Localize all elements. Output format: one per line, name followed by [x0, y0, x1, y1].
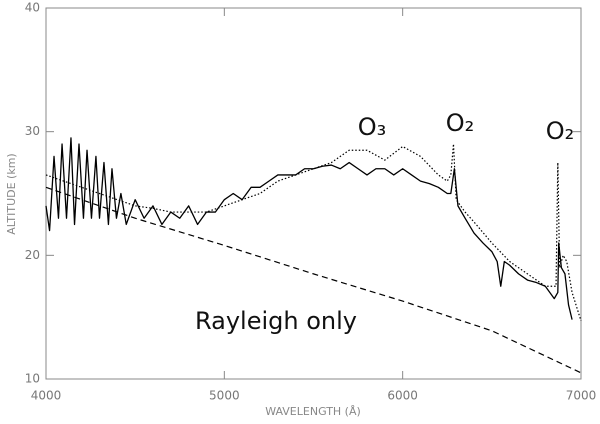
y-tick-label: 30 [25, 124, 40, 138]
y-tick-label: 10 [25, 372, 40, 386]
series-line [45, 186, 582, 374]
annotation: O₃ [358, 113, 387, 141]
x-tick-label: 4000 [31, 389, 62, 403]
y-tick-label: 40 [25, 1, 40, 15]
y-axis-label: ALTITUDE (km) [5, 153, 18, 234]
x-tick-label: 7000 [566, 389, 597, 403]
x-tick-label: 5000 [209, 389, 240, 403]
y-tick-label: 20 [25, 248, 40, 262]
x-axis-label: WAVELENGTH (Å) [265, 405, 361, 418]
x-tick-label: 6000 [387, 389, 418, 403]
annotation: O₂ [446, 109, 475, 137]
series-line [45, 137, 573, 320]
annotation: Rayleigh only [195, 307, 357, 335]
plot-frame [45, 7, 582, 380]
annotation: O₂ [546, 117, 575, 145]
series-line [45, 143, 582, 322]
